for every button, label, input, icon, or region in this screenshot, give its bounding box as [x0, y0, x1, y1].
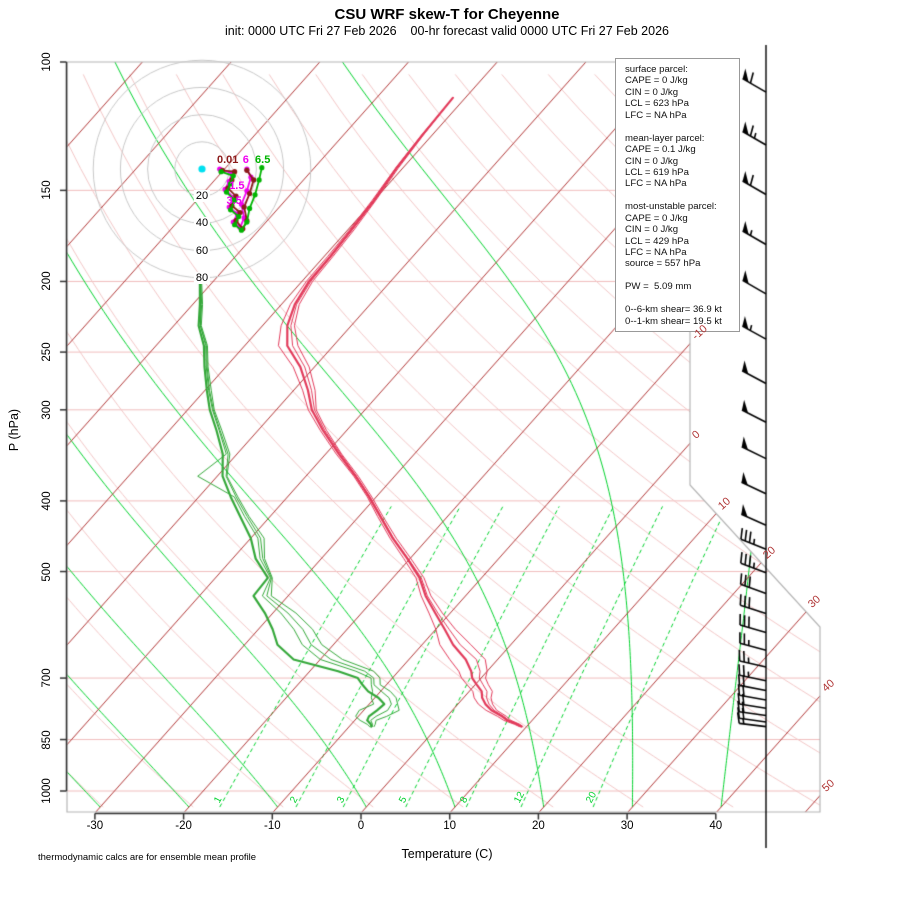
- info-box-line: [625, 190, 739, 201]
- info-box-line: 0--1-km shear= 19.5 kt: [625, 315, 722, 327]
- x-tick-label: 20: [531, 820, 545, 832]
- parcel-info-box: surface parcel: CAPE = 0 J/kg CIN = 0 J/kg…: [615, 58, 740, 333]
- y-tick-label: 500: [41, 561, 53, 582]
- x-tick-label: 40: [709, 820, 723, 832]
- page-subtitle: init: 0000 UTC Fri 27 Feb 2026 00-hr for…: [225, 24, 669, 38]
- x-tick-label: 30: [620, 820, 634, 832]
- info-box-line: LFC = NA hPa: [625, 109, 687, 121]
- y-tick-label: 150: [41, 180, 53, 200]
- y-tick-label: 1000: [41, 778, 53, 804]
- x-tick-label: 10: [443, 820, 457, 832]
- y-tick-label: 850: [41, 729, 53, 750]
- info-box-line: surface parcel:: [625, 64, 688, 75]
- info-box-line: [625, 121, 739, 132]
- hodograph-height-label: 0.01: [216, 153, 239, 166]
- y-tick-label: 200: [41, 271, 53, 292]
- hodograph-ring-label: 20: [193, 190, 211, 203]
- info-box-line: LCL = 619 hPa: [625, 166, 689, 178]
- x-axis-label: Temperature (C): [401, 847, 493, 861]
- info-box-line: LFC = NA hPa: [625, 247, 687, 258]
- page-title: CSU WRF skew-T for Cheyenne: [334, 6, 560, 23]
- x-tick-label: -20: [175, 820, 192, 832]
- info-box-line: [625, 293, 739, 304]
- y-tick-label: 700: [41, 668, 53, 688]
- info-box-line: LCL = 623 hPa: [625, 98, 689, 110]
- info-box-line: CIN = 0 J/kg: [625, 224, 679, 236]
- info-box-line: source = 557 hPa: [625, 258, 701, 270]
- info-box-line: PW = 5.09 mm: [625, 281, 692, 293]
- y-tick-label: 250: [41, 342, 53, 362]
- info-box-line: mean-layer parcel:: [625, 132, 705, 144]
- info-box-line: CAPE = 0.1 J/kg: [625, 144, 696, 156]
- hodograph-ring-label: 40: [193, 217, 211, 230]
- x-tick-label: 0: [357, 820, 365, 832]
- info-box-line: LFC = NA hPa: [625, 178, 687, 190]
- y-axis-label: P (hPa): [7, 408, 21, 452]
- hodograph-height-label: 6.5: [255, 153, 271, 166]
- info-box-line: LCL = 429 hPa: [625, 235, 689, 247]
- x-tick-label: -30: [86, 820, 104, 832]
- hodograph-height-label: 3.5: [226, 195, 242, 208]
- hodograph-height-label: 6: [242, 153, 249, 166]
- info-box-line: CAPE = 0 J/kg: [625, 75, 688, 87]
- y-tick-label: 400: [41, 491, 53, 511]
- info-box-line: most-unstable parcel:: [625, 201, 717, 213]
- footnote: thermodynamic calcs are for ensemble mea…: [38, 852, 257, 863]
- info-box-line: [625, 270, 739, 281]
- info-box-line: CIN = 0 J/kg: [625, 86, 679, 98]
- hodograph-height-label: 1.5: [229, 180, 245, 193]
- y-tick-label: 100: [41, 52, 53, 72]
- info-box-line: 0--6-km shear= 36.9 kt: [625, 304, 722, 316]
- info-box-line: CIN = 0 J/kg: [625, 155, 679, 167]
- y-tick-label: 300: [41, 400, 53, 420]
- hodograph-ring-label: 60: [193, 244, 211, 257]
- hodograph-ring-label: 80: [193, 271, 211, 284]
- x-tick-label: -10: [263, 820, 281, 832]
- info-box-line: CAPE = 0 J/kg: [625, 212, 688, 224]
